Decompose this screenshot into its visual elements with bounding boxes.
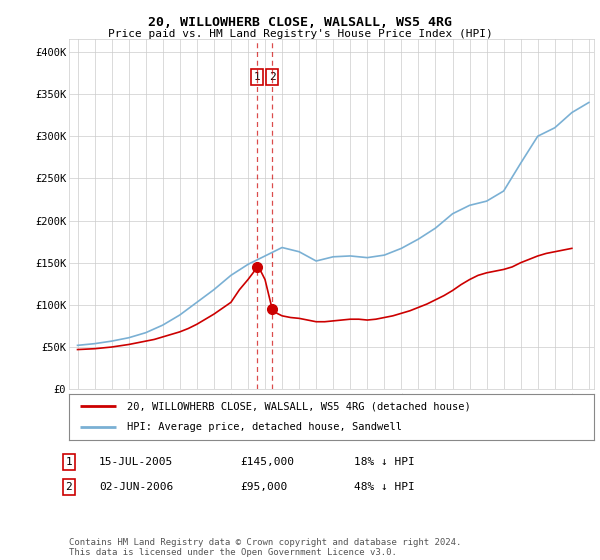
Text: Contains HM Land Registry data © Crown copyright and database right 2024.
This d: Contains HM Land Registry data © Crown c… xyxy=(69,538,461,557)
Text: 20, WILLOWHERB CLOSE, WALSALL, WS5 4RG (detached house): 20, WILLOWHERB CLOSE, WALSALL, WS5 4RG (… xyxy=(127,401,470,411)
Text: 2: 2 xyxy=(65,482,73,492)
Text: 48% ↓ HPI: 48% ↓ HPI xyxy=(354,482,415,492)
Text: £145,000: £145,000 xyxy=(240,457,294,467)
Text: 1: 1 xyxy=(254,72,260,82)
Text: 18% ↓ HPI: 18% ↓ HPI xyxy=(354,457,415,467)
Text: Price paid vs. HM Land Registry's House Price Index (HPI): Price paid vs. HM Land Registry's House … xyxy=(107,29,493,39)
Text: 1: 1 xyxy=(65,457,73,467)
Text: £95,000: £95,000 xyxy=(240,482,287,492)
Text: 20, WILLOWHERB CLOSE, WALSALL, WS5 4RG: 20, WILLOWHERB CLOSE, WALSALL, WS5 4RG xyxy=(148,16,452,29)
Text: HPI: Average price, detached house, Sandwell: HPI: Average price, detached house, Sand… xyxy=(127,422,402,432)
Text: 2: 2 xyxy=(269,72,275,82)
Text: 02-JUN-2006: 02-JUN-2006 xyxy=(99,482,173,492)
Text: 15-JUL-2005: 15-JUL-2005 xyxy=(99,457,173,467)
